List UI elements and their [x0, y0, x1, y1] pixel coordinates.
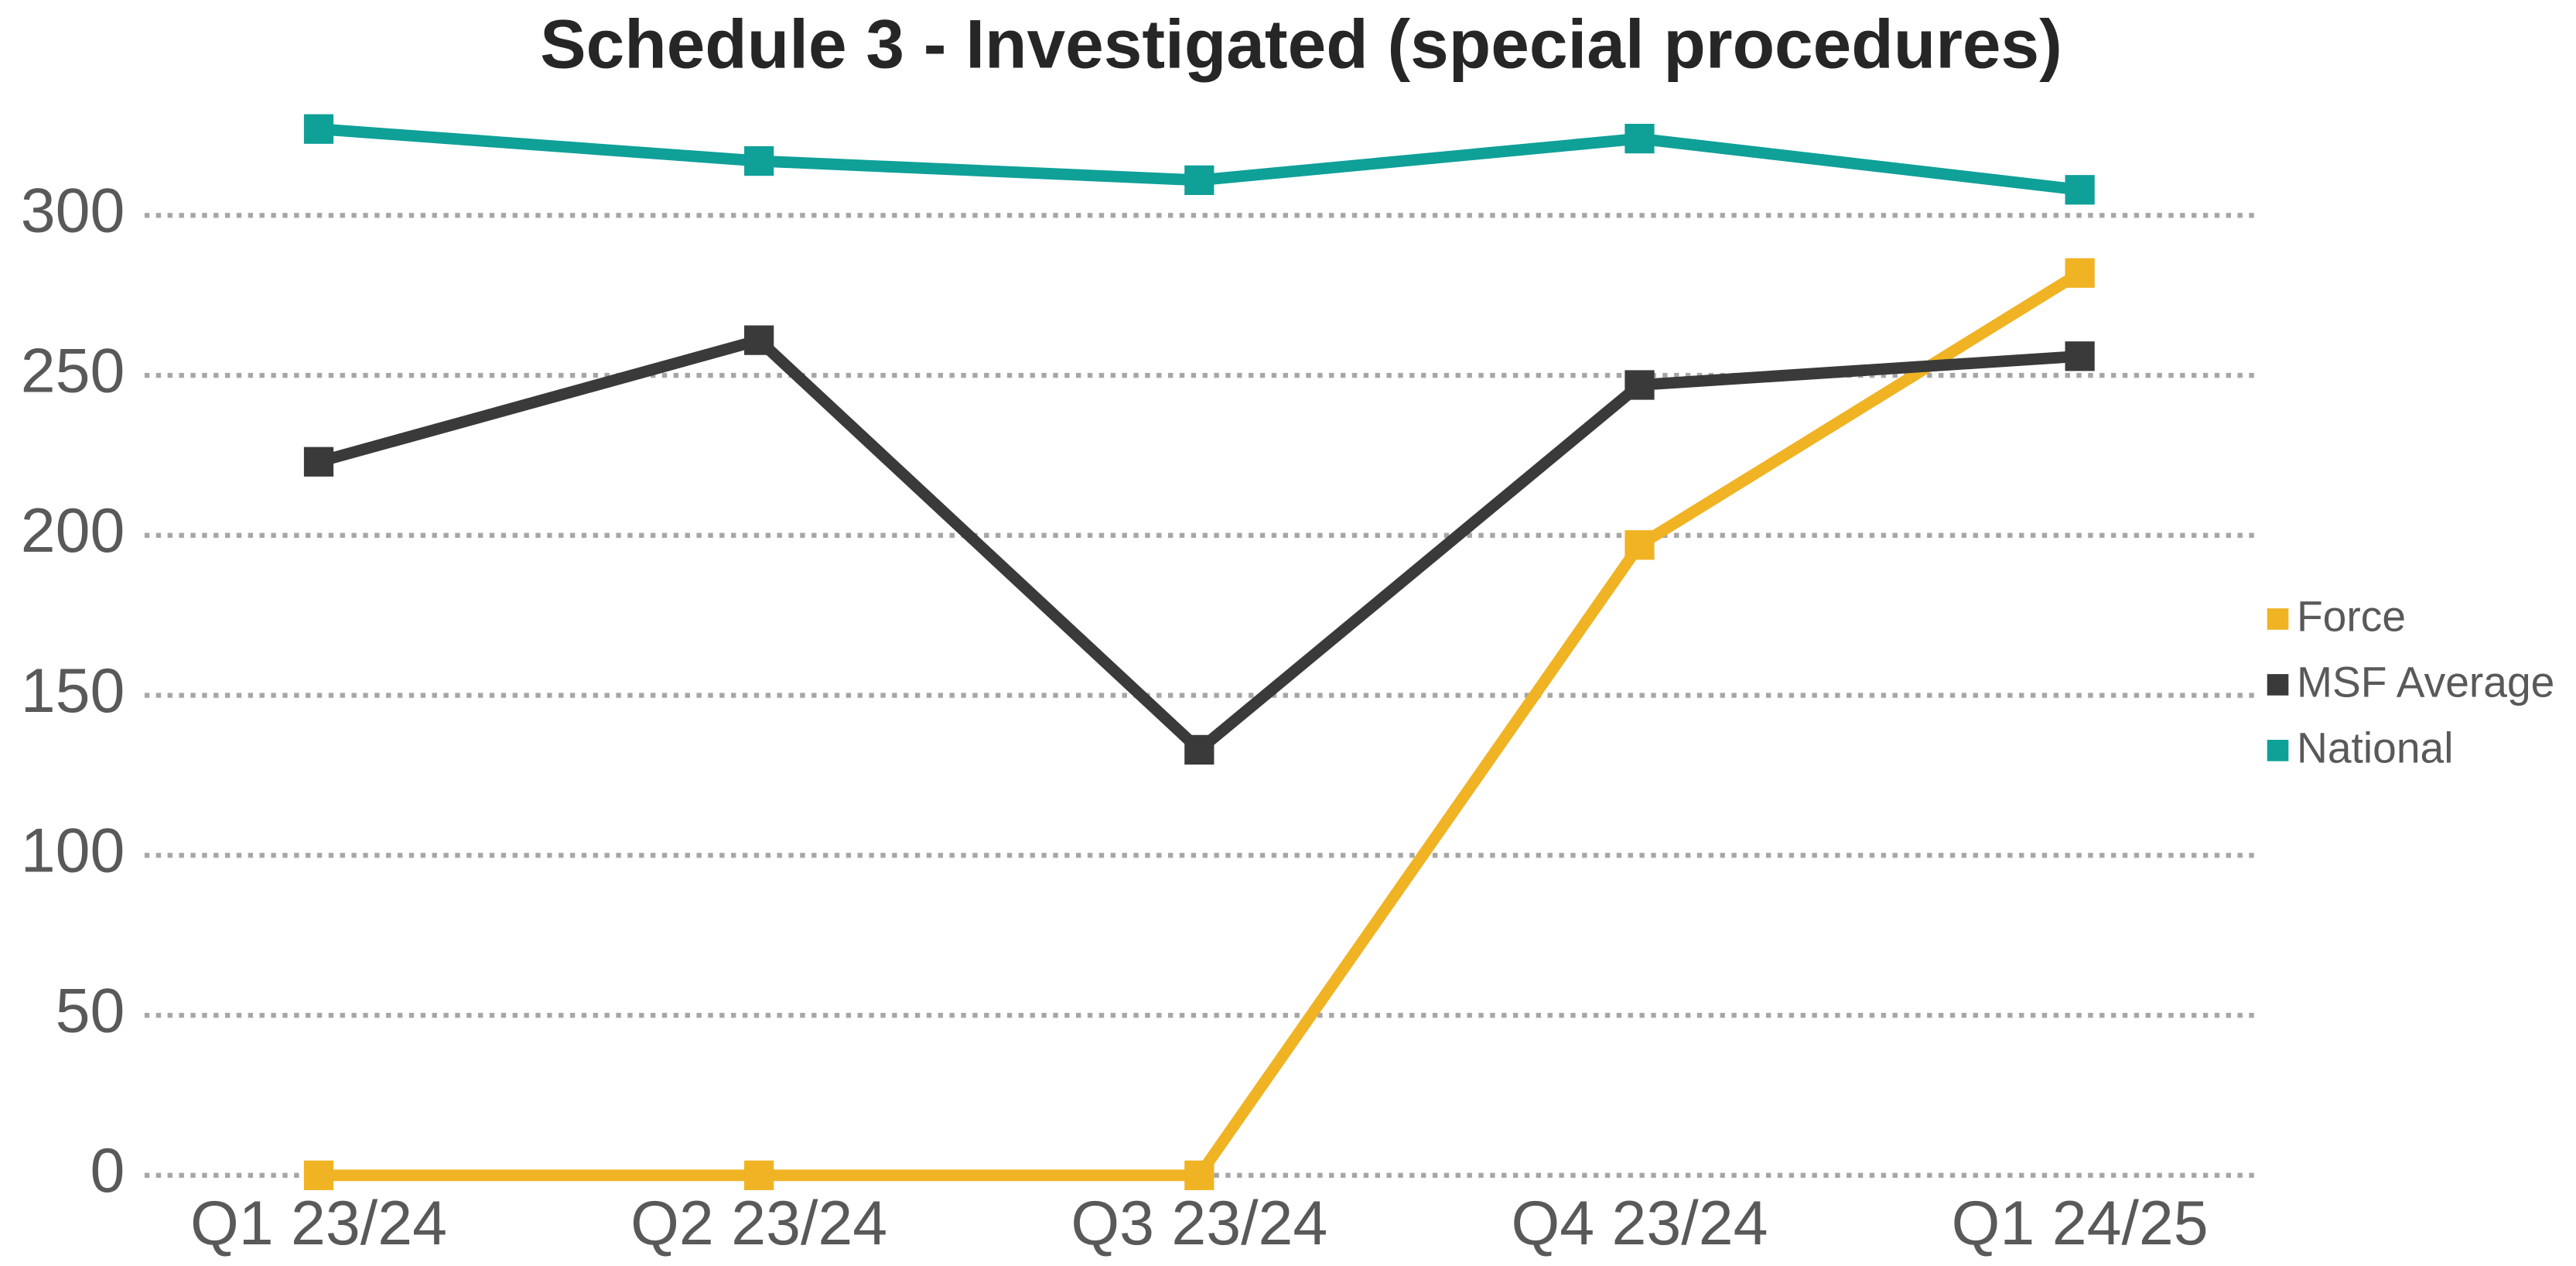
x-tick-label: Q1 24/25: [1952, 1189, 2209, 1258]
y-tick-label: 250: [21, 336, 125, 405]
legend-swatch: [2267, 740, 2289, 761]
y-tick-label: 0: [91, 1136, 125, 1206]
series-marker: [303, 114, 334, 144]
series-line: [319, 268, 2083, 1182]
legend-label: National: [2297, 724, 2454, 772]
legend-swatch: [2267, 608, 2289, 630]
y-tick-label: 100: [21, 816, 125, 886]
legend-label: MSF Average: [2297, 659, 2554, 707]
series-marker: [1184, 1160, 1215, 1190]
series-marker: [744, 145, 774, 176]
series-marker: [2065, 175, 2095, 205]
series-marker: [303, 447, 334, 477]
series-marker: [1625, 530, 1655, 560]
chart-title: Schedule 3 - Investigated (special proce…: [540, 5, 2062, 83]
series-marker: [744, 325, 774, 355]
y-tick-label: 150: [21, 656, 125, 726]
series-marker: [2065, 258, 2095, 288]
legend-swatch: [2267, 674, 2289, 696]
x-tick-label: Q1 23/24: [190, 1189, 447, 1258]
x-tick-label: Q4 23/24: [1511, 1189, 1768, 1258]
series-marker: [1625, 124, 1655, 154]
x-tick-label: Q2 23/24: [630, 1189, 887, 1258]
y-tick-label: 50: [56, 976, 125, 1045]
series-line: [317, 334, 2081, 756]
series-marker: [1184, 165, 1215, 195]
y-tick-label: 200: [21, 496, 125, 566]
series-marker: [2065, 341, 2095, 371]
y-tick-label: 300: [21, 176, 125, 246]
series-marker: [1184, 734, 1215, 765]
series-marker: [1625, 370, 1655, 400]
series-marker: [744, 1160, 774, 1190]
legend-label: Force: [2297, 593, 2406, 641]
series-marker: [303, 1160, 334, 1190]
x-tick-label: Q3 23/24: [1071, 1189, 1327, 1258]
